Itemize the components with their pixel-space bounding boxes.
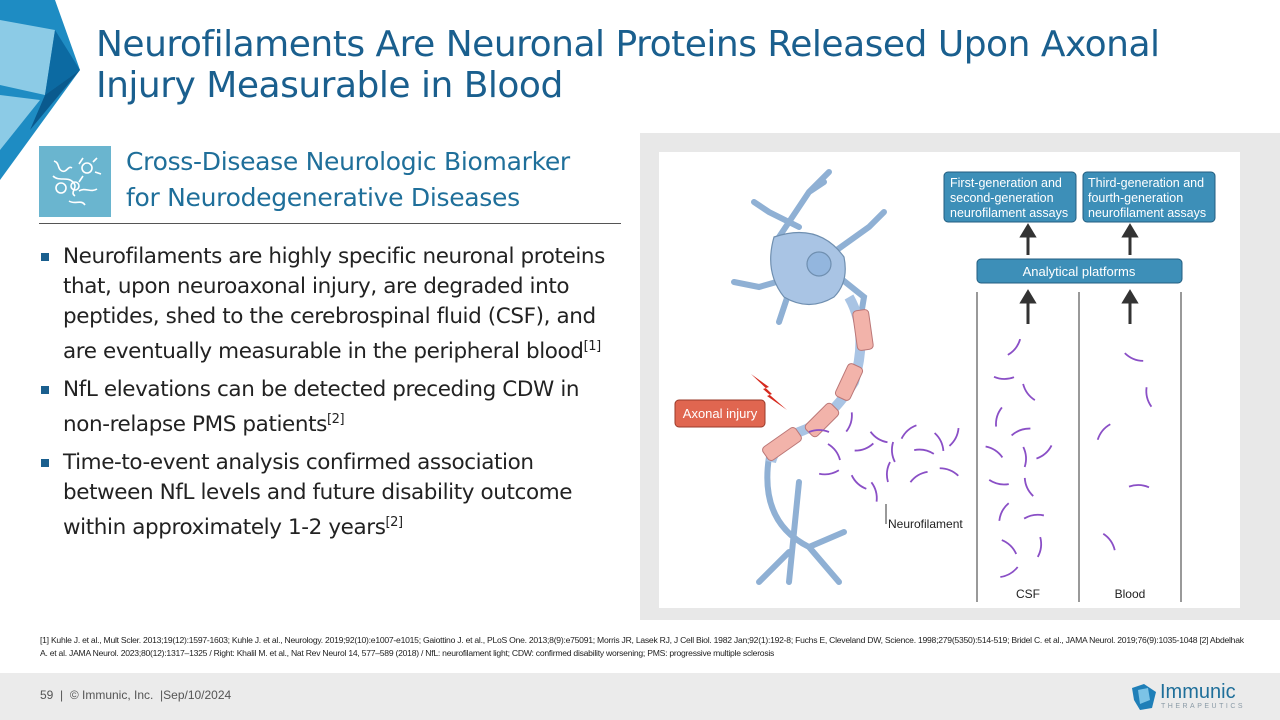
date: Sep/10/2024: [163, 688, 232, 702]
neurofilament-fragment: [1001, 539, 1018, 555]
analytical-platforms-box: Analytical platforms: [1023, 264, 1136, 279]
page-title: Neurofilaments Are Neuronal Proteins Rel…: [96, 24, 1160, 106]
neurofilament-fragment: [854, 442, 874, 452]
neurofilament-fragment: [1007, 338, 1022, 356]
neurofilament-fragment: [870, 481, 878, 502]
bullet-list: Neurofilaments are highly specific neuro…: [40, 242, 630, 551]
neurofilament-fragment: [1124, 352, 1144, 362]
citation: [1]: [583, 339, 602, 354]
neurofilament-fragment: [995, 406, 1003, 427]
page-number: 59: [40, 688, 54, 702]
neurofilament-fragment: [845, 412, 853, 433]
neurofilament-figure: Axonal injury First-generation and second…: [659, 152, 1240, 608]
subtitle-line-1: Cross-Disease Neurologic Biomarker: [126, 147, 570, 176]
logo-tagline: THERAPEUTICS: [1161, 703, 1246, 710]
neurofilament-fragment: [827, 443, 841, 461]
myelin-sheaths: [762, 309, 874, 461]
references: [1] Kuhle J. et al., Mult Scler. 2013;19…: [40, 635, 1244, 658]
lightning-icon: [751, 374, 787, 410]
axonal-injury-label: Axonal injury: [683, 406, 758, 421]
neurofilament-fragment: [891, 441, 896, 463]
neurofilament-fragment: [869, 431, 888, 444]
neurofilament-label: Neurofilament: [888, 517, 963, 531]
subtitle-line-2: for Neurodegenerative Diseases: [126, 183, 520, 212]
footer-bar: [0, 673, 1280, 720]
bullet-item: Time-to-event analysis confirmed associa…: [40, 448, 630, 543]
neurofilament-fragment: [993, 375, 1015, 380]
neurofilament-fragment: [914, 448, 935, 455]
footer-text: 59 | © Immunic, Inc. |Sep/10/2024: [40, 688, 232, 702]
neurofilament-fragment: [1023, 513, 1045, 520]
neurofilament-fragment: [939, 467, 959, 477]
bullet-item: NfL elevations can be detected preceding…: [40, 375, 630, 440]
neurons-icon: [39, 146, 111, 217]
neurofilament-fragment: [1145, 387, 1153, 408]
citation: [2]: [326, 412, 345, 428]
neurofilament-fragment: [985, 445, 1004, 458]
logo-name: Immunic: [1160, 681, 1236, 703]
neurofilament-fragment: [909, 470, 928, 483]
neurofilament-fragment: [808, 429, 830, 433]
neurofilament-fragment: [1036, 445, 1053, 460]
copyright: © Immunic, Inc.: [69, 688, 154, 702]
compartment-lines: [976, 292, 1182, 602]
neurofilament-fragment: [1022, 446, 1027, 468]
assay-box-2: Third-generation and fourth-generation neu…: [1088, 176, 1206, 220]
neuron-illustration: [731, 169, 887, 585]
neurofilament-fragment: [885, 461, 891, 483]
neurofilament-fragment: [1128, 484, 1150, 489]
neurofilament-fragment: [933, 432, 945, 452]
neurofilament-fragment: [1096, 423, 1111, 441]
neurofilament-fragments: [808, 338, 1153, 578]
neurofilament-fragment: [818, 469, 840, 476]
corner-decoration: [0, 0, 80, 180]
neurofilament-fragment: [1036, 536, 1043, 558]
neurofilament-fragment: [1011, 427, 1031, 437]
neurofilament-fragment: [1102, 533, 1116, 551]
neurofilament-fragment: [850, 474, 867, 490]
neurofilament-fragment: [1022, 383, 1036, 401]
section-subtitle: Cross-Disease Neurologic Biomarker for N…: [126, 144, 570, 216]
immunic-logo-icon: [1132, 684, 1156, 710]
bullet-item: Neurofilaments are highly specific neuro…: [40, 242, 630, 367]
neurofilament-fragment: [1023, 477, 1034, 497]
citation: [2]: [385, 515, 404, 531]
neurofilament-fragment: [948, 427, 960, 447]
arrows: [1019, 223, 1139, 324]
subtitle-divider: [39, 223, 621, 224]
neurofilament-fragment: [998, 502, 1010, 521]
csf-label: CSF: [1016, 587, 1040, 601]
neurofilament-fragment: [988, 479, 1009, 486]
assay-box-1: First-generation and second-generation neu…: [950, 176, 1068, 220]
neurofilament-fragment: [900, 424, 917, 440]
neurofilament-fragment: [1000, 566, 1019, 578]
blood-label: Blood: [1115, 587, 1146, 601]
